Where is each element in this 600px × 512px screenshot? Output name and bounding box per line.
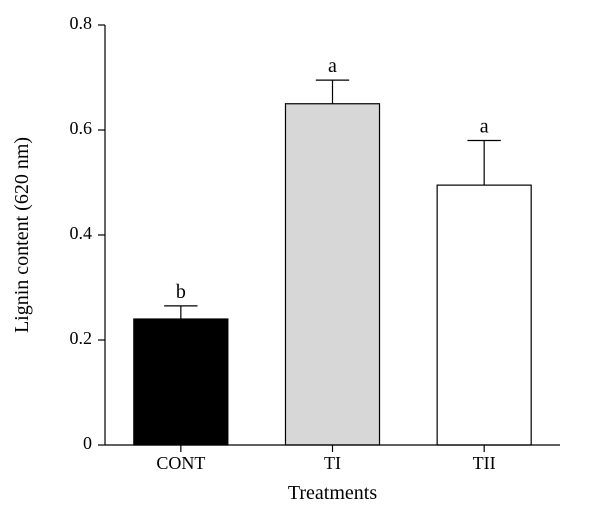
y-axis-label: Lignin content (620 nm)	[11, 137, 33, 333]
x-tick-label: CONT	[156, 453, 205, 473]
sig-label: b	[176, 281, 186, 303]
bar-tii	[437, 185, 531, 445]
y-tick-label: 0.2	[70, 328, 93, 348]
y-tick-label: 0.6	[70, 118, 93, 138]
chart-svg: 0 0.2 0.4 0.6 0.8 b CONT a TI a TII Treatments Ligni…	[0, 0, 600, 512]
lignin-bar-chart: 0 0.2 0.4 0.6 0.8 b CONT a TI a TII Treatments Ligni…	[0, 0, 600, 512]
y-tick-label: 0.8	[70, 13, 93, 33]
bar-cont	[134, 319, 228, 445]
y-tick-label: 0	[83, 433, 92, 453]
x-tick-label: TI	[324, 453, 341, 473]
bar-ti	[285, 104, 379, 445]
sig-label: a	[328, 55, 337, 77]
x-tick-label: TII	[473, 453, 496, 473]
sig-label: a	[480, 116, 489, 138]
x-axis-label: Treatments	[288, 482, 377, 504]
y-tick-label: 0.4	[70, 223, 93, 243]
